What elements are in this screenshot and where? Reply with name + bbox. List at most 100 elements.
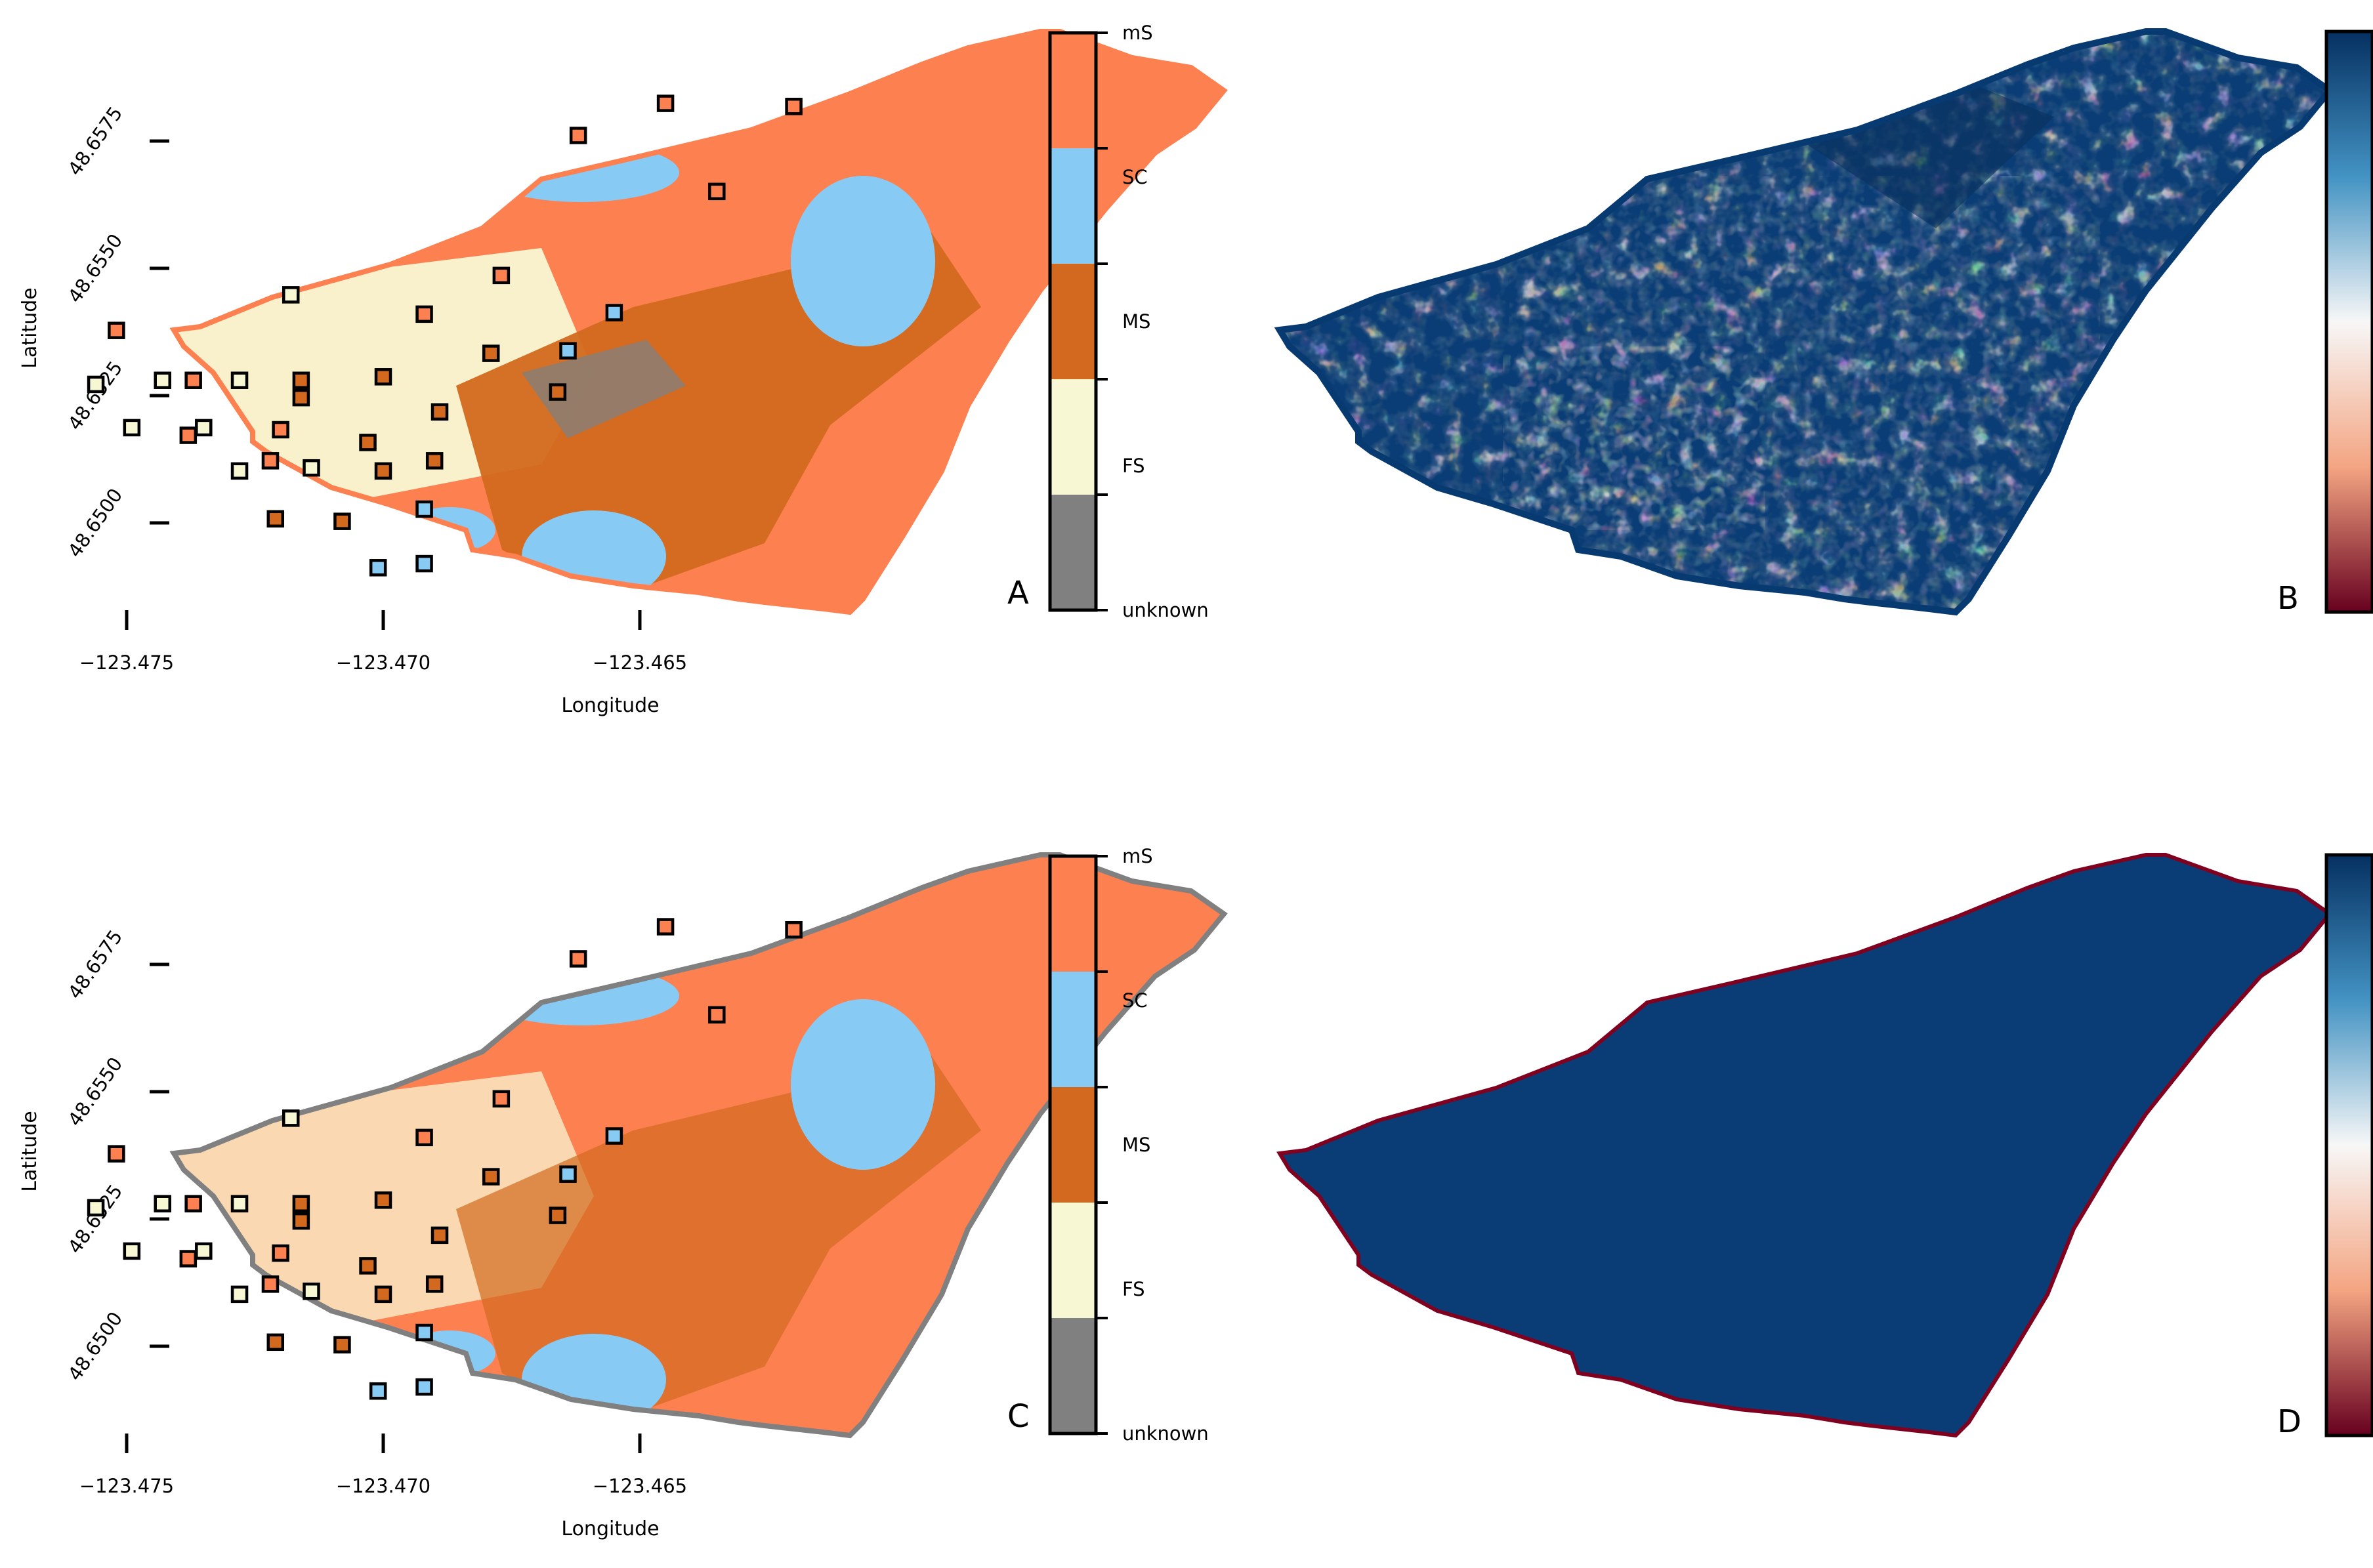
- y-tick-label: 48.6550: [64, 1053, 127, 1130]
- y-axis-label: Latitude: [18, 1111, 41, 1191]
- region-outline: [169, 852, 1228, 1439]
- legend-swatch-ms: [1050, 264, 1096, 379]
- x-axis-label: Longitude: [561, 694, 659, 717]
- legend-label-unknown: unknown: [1122, 599, 1209, 621]
- y-tick-label: 48.6575: [64, 926, 127, 1003]
- sample-point: [785, 97, 803, 115]
- sample-point: [605, 1127, 623, 1145]
- panel-letter: D: [2277, 1403, 2301, 1440]
- sample-point: [785, 920, 803, 939]
- sample-point: [282, 286, 300, 304]
- legend-label-ms: mS: [1122, 845, 1153, 867]
- sample-point: [108, 321, 125, 339]
- panel-letter: C: [1007, 1398, 1030, 1435]
- sample-point: [230, 1285, 249, 1304]
- region-unknown: [522, 340, 686, 438]
- sample-point: [154, 371, 171, 389]
- sample-point: [492, 1090, 511, 1108]
- panel-d-probability-map: 1.000.950.900.850.800.75Prob.D: [1276, 853, 2373, 1440]
- sample-point: [333, 1336, 351, 1353]
- sample-point: [154, 1195, 171, 1212]
- sample-point: [292, 1195, 310, 1212]
- legend-swatch-fs: [1050, 1203, 1096, 1318]
- sample-point: [87, 1199, 105, 1217]
- colorbar-frame: [2324, 853, 2373, 1437]
- region-sc-east: [791, 999, 935, 1170]
- x-tick-label: −123.470: [336, 651, 430, 674]
- legend-swatch-ms: [1050, 1087, 1096, 1203]
- sample-point: [482, 1168, 500, 1186]
- sample-point: [708, 182, 726, 201]
- sample-point: [430, 1226, 449, 1245]
- legend-frame: [1048, 31, 1098, 612]
- sample-point: [492, 266, 511, 285]
- sample-point: [230, 371, 249, 389]
- legend-swatch-fs: [1050, 379, 1096, 495]
- sample-point: [266, 1333, 285, 1351]
- legend-swatch-ms: [1050, 33, 1096, 148]
- sample-point: [303, 459, 320, 477]
- probability-speckle: [1280, 855, 2330, 1435]
- legend-label-unknown: unknown: [1122, 1422, 1209, 1445]
- panel-c-sediment-map: −123.475 −123.470 −123.465 48.6575 48.6550 48…: [18, 845, 1228, 1540]
- sample-point: [605, 304, 623, 321]
- legend-label-ms: mS: [1122, 22, 1153, 44]
- x-axis-label: Longitude: [561, 1517, 659, 1540]
- x-tick-label: −123.475: [79, 1475, 174, 1497]
- y-tick-label: 48.6575: [64, 102, 127, 180]
- sample-point: [415, 1128, 433, 1147]
- sample-point: [415, 305, 433, 323]
- sample-point: [108, 1145, 125, 1163]
- sample-point: [123, 419, 141, 437]
- legend-label-fs: FS: [1122, 455, 1145, 477]
- sample-point: [549, 1207, 567, 1224]
- sample-point: [123, 1242, 141, 1260]
- sample-point: [359, 1257, 377, 1275]
- sample-point: [179, 1250, 198, 1268]
- sample-point: [292, 388, 310, 407]
- sample-point: [374, 1285, 392, 1304]
- y-tick-label: 48.6500: [64, 1308, 127, 1385]
- sample-point: [272, 421, 289, 439]
- sample-point: [369, 559, 387, 577]
- x-tick-label: −123.465: [593, 651, 687, 674]
- sample-point: [272, 1244, 289, 1262]
- colorbar: [2326, 855, 2372, 1435]
- sample-point: [179, 426, 198, 444]
- legend-swatch-unknown: [1050, 495, 1096, 610]
- sample-points: [87, 918, 803, 1400]
- legend-label-sc: SC: [1122, 166, 1148, 188]
- sample-point: [369, 1382, 387, 1400]
- sample-point: [549, 383, 567, 401]
- sample-point: [359, 434, 377, 451]
- panel-b-probability-map: 1.0000.9750.9500.9250.9000.8750.8500.825…: [1274, 28, 2373, 617]
- panel-letter: B: [2277, 580, 2299, 617]
- sample-point: [708, 1006, 726, 1024]
- sample-point: [415, 554, 433, 573]
- sample-point: [230, 462, 249, 480]
- sample-point: [184, 1195, 202, 1212]
- sample-point: [195, 1242, 213, 1260]
- region-outline: [1276, 853, 2333, 1438]
- sample-point: [333, 512, 351, 530]
- legend-label-ms: MS: [1122, 1134, 1150, 1156]
- region-outline: [169, 29, 1228, 615]
- legend-swatch-ms: [1050, 856, 1096, 972]
- sample-point: [303, 1282, 320, 1300]
- legend-swatch-sc: [1050, 148, 1096, 264]
- x-tick-label: −123.470: [336, 1475, 430, 1497]
- colorbar: [2326, 31, 2372, 612]
- y-tick-label: 48.6500: [64, 484, 127, 562]
- sample-point: [430, 403, 449, 421]
- sample-point: [195, 419, 213, 437]
- sample-points: [87, 94, 803, 577]
- y-tick-label: 48.6550: [64, 230, 127, 307]
- sample-point: [266, 510, 285, 528]
- sample-point: [87, 375, 105, 394]
- sample-point: [374, 368, 392, 386]
- region-sc-east: [791, 176, 935, 346]
- sample-point: [656, 918, 675, 936]
- x-tick-label: −123.465: [593, 1475, 687, 1497]
- sample-point: [425, 452, 444, 470]
- panel-a-sediment-map: −123.475 −123.470 −123.465 48.6575 48.6550 48…: [18, 22, 1228, 717]
